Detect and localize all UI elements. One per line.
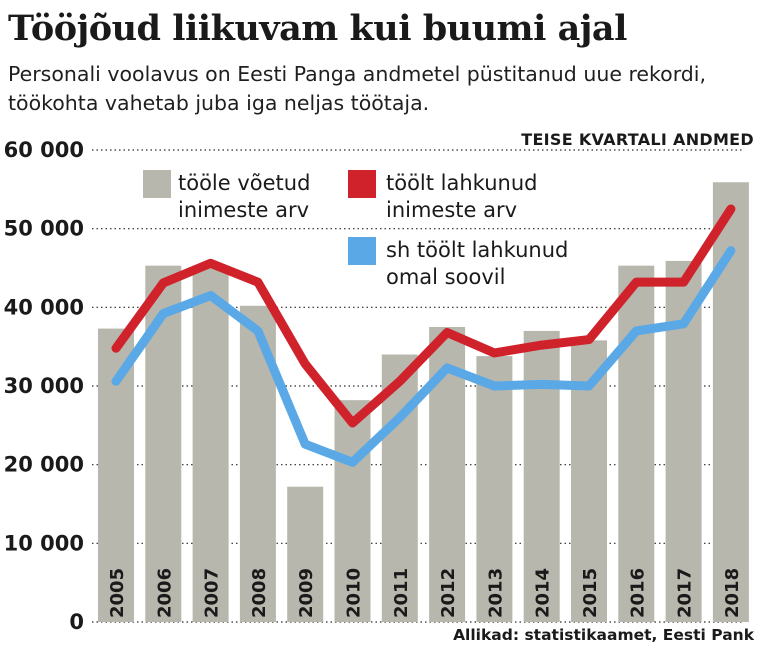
data-period-note: TEISE KVARTALI ANDMED	[521, 130, 754, 149]
chart-subtitle: Personali voolavus on Eesti Panga andmet…	[8, 62, 707, 115]
x-tick-label: 2011	[391, 568, 412, 618]
bar	[523, 330, 560, 622]
legend-swatch	[143, 170, 171, 198]
series-line	[111, 204, 736, 428]
x-tick-label: 2006	[154, 568, 175, 618]
x-tick-label: 2005	[107, 568, 128, 618]
legend-label: töölt lahkunud inimeste arv	[386, 171, 537, 222]
y-tick-label: 10 000	[4, 531, 84, 555]
legend-label-line: omal soovil	[386, 265, 505, 289]
y-tick-label: 50 000	[4, 217, 84, 241]
x-tick-label: 2007	[202, 568, 223, 618]
x-tick-label: 2017	[675, 568, 696, 618]
legend-label-line: inimeste arv	[386, 198, 517, 222]
legend-label-line: töölt lahkunud	[386, 171, 537, 195]
x-tick-label: 2015	[580, 568, 601, 618]
legend-label-line: sh töölt lahkunud	[386, 238, 568, 262]
x-tick-label: 2010	[344, 568, 365, 618]
legend-label-line: tööle võetud	[178, 171, 310, 195]
legend-label: sh töölt lahkunud omal soovil	[386, 238, 568, 289]
y-axis-ticks: 0 10 000 20 000 30 000 40 000 50 000 60 000	[4, 138, 84, 634]
y-tick-label: 20 000	[4, 453, 84, 477]
line-series	[111, 204, 736, 467]
chart-title: Tööjõud liikuvam kui buumi ajal	[8, 8, 627, 49]
legend-swatch	[348, 170, 376, 198]
x-axis-ticks: 2005 2006 2007 2008 2009 2010 2011 2012 2013 2014…	[107, 568, 743, 618]
source-note: Allikad: statistikaamet, Eesti Pank	[453, 626, 754, 644]
bar	[476, 356, 513, 622]
x-tick-label: 2008	[249, 568, 270, 618]
y-tick-label: 60 000	[4, 138, 84, 162]
legend-label-line: inimeste arv	[178, 198, 309, 222]
legend-swatch	[348, 237, 376, 265]
x-tick-label: 2013	[485, 568, 506, 618]
legend-label: tööle võetud inimeste arv	[178, 171, 310, 222]
bar	[192, 265, 229, 622]
legend: tööle võetud inimeste arv töölt lahkunud in…	[143, 170, 568, 289]
x-tick-label: 2016	[627, 568, 648, 618]
y-tick-label: 0	[69, 610, 84, 634]
bar	[287, 486, 324, 622]
bar	[665, 260, 702, 622]
bar	[334, 400, 371, 622]
y-tick-label: 30 000	[4, 374, 84, 398]
x-tick-label: 2009	[296, 568, 317, 618]
series-line	[111, 246, 736, 467]
x-tick-label: 2018	[722, 568, 743, 618]
x-tick-label: 2012	[438, 568, 459, 618]
x-tick-label: 2014	[533, 568, 554, 618]
y-tick-label: 40 000	[4, 295, 84, 319]
